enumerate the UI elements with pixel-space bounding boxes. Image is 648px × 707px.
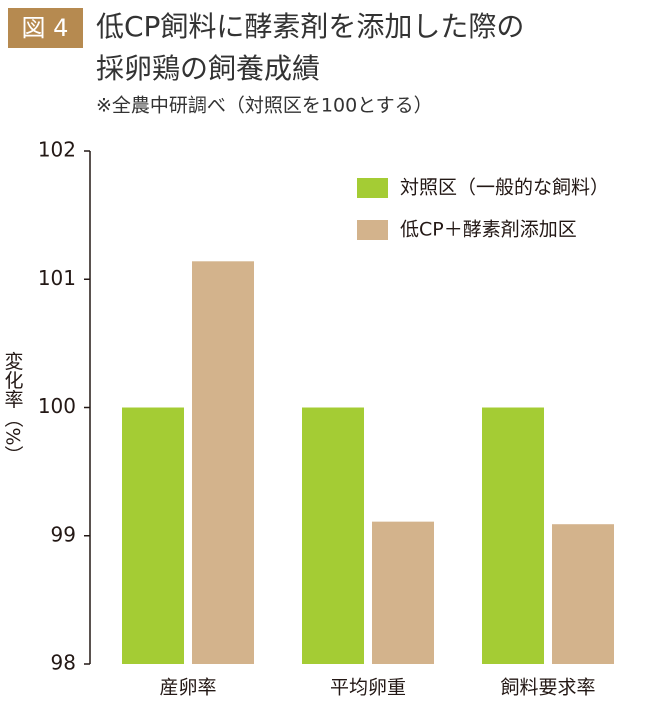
chart-title: 採卵鶏の飼養成績	[96, 52, 320, 85]
x-tick-label: 飼料要求率	[500, 677, 595, 699]
legend-swatch	[357, 178, 388, 198]
y-tick-label: 100	[38, 394, 76, 418]
bar	[482, 407, 544, 664]
x-tick-label: 平均卵重	[330, 677, 406, 699]
bar	[372, 521, 434, 664]
y-axis-label: 変化率（%）	[2, 351, 24, 464]
legend-swatch	[357, 220, 388, 240]
legend-label: 対照区（一般的な飼料）	[400, 177, 609, 199]
chart-title: 低CP飼料に酵素剤を添加した際の	[96, 10, 524, 43]
y-tick-label: 101	[38, 266, 76, 290]
chart-subtitle: ※全農中研調べ（対照区を100とする）	[96, 95, 433, 117]
y-tick-label: 102	[38, 138, 76, 162]
figure-badge	[8, 8, 83, 48]
y-tick-label: 99	[51, 522, 76, 546]
bar	[302, 407, 364, 664]
bar	[122, 407, 184, 664]
legend-label: 低CP＋酵素剤添加区	[400, 219, 577, 241]
figure-label: 図 4	[22, 14, 69, 42]
x-tick-label: 産卵率	[159, 677, 216, 699]
bar	[192, 261, 254, 664]
bar	[552, 524, 614, 664]
y-tick-label: 98	[51, 651, 76, 675]
